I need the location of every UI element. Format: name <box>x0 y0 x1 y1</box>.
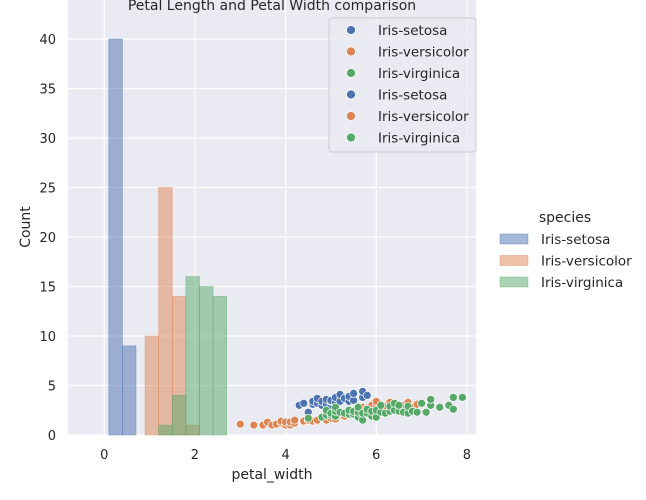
inner-legend-frame <box>328 17 477 153</box>
y-tick-labels: 0 5 10 15 20 25 30 35 40 <box>39 33 56 444</box>
scatter-point <box>426 395 436 404</box>
inner-legend-marker <box>346 46 356 57</box>
chart-title: Petal Length and Petal Width comparison <box>128 0 416 14</box>
y-axis-label: Count <box>18 206 34 248</box>
outer-legend-label: Iris-virginica <box>541 275 623 291</box>
histogram-bar <box>122 345 137 436</box>
scatter-point <box>376 400 386 410</box>
histogram-bar <box>199 286 214 436</box>
scatter-point <box>412 407 422 417</box>
y-tick-label: 25 <box>39 182 56 197</box>
scatter-point <box>235 419 245 429</box>
scatter-point <box>362 391 372 400</box>
scatter-point <box>394 400 404 410</box>
histogram-bar <box>158 187 173 436</box>
y-tick-label: 40 <box>39 33 56 48</box>
scatter-point <box>303 413 313 423</box>
outer-legend-label: Iris-versicolor <box>541 254 632 270</box>
histogram-bar <box>144 335 159 436</box>
outer-legend-swatch <box>499 276 529 288</box>
inner-legend-label: Iris-versicolor <box>378 109 469 125</box>
outer-legend-label: Iris-setosa <box>541 232 610 248</box>
inner-legend-label: Iris-virginica <box>378 131 460 147</box>
scatter-point <box>290 415 300 425</box>
scatter-points <box>235 387 467 430</box>
scatter-point <box>458 393 467 402</box>
histogram-bar <box>212 296 227 436</box>
inner-legend-marker <box>346 111 356 121</box>
inner-legend: Iris-setosa Iris-versicolor Iris-virginica… <box>328 17 477 153</box>
scatter-point <box>353 402 363 412</box>
histogram-bar <box>158 424 173 436</box>
inner-legend-marker <box>346 68 356 78</box>
scatter-point <box>435 402 445 412</box>
y-tick-label: 15 <box>39 281 56 296</box>
y-tick-label: 30 <box>39 132 56 147</box>
scatter-point <box>417 398 426 408</box>
x-tick-label: 2 <box>191 448 199 463</box>
scatter-point <box>421 407 431 417</box>
outer-legend: species Iris-setosa Iris-versicolor Iris-v… <box>499 210 632 291</box>
y-tick-label: 5 <box>48 380 56 395</box>
histogram-bar <box>108 38 123 436</box>
x-tick-labels: 0 2 4 6 8 <box>100 448 471 463</box>
inner-legend-label: Iris-versicolor <box>378 45 469 61</box>
y-tick-label: 0 <box>48 429 56 444</box>
scatter-point <box>249 420 259 430</box>
scatter-point <box>349 389 358 398</box>
y-tick-label: 35 <box>39 83 56 98</box>
x-tick-label: 8 <box>463 448 471 463</box>
x-tick-label: 0 <box>100 448 108 463</box>
y-tick-label: 10 <box>39 330 56 345</box>
outer-legend-swatch <box>499 255 529 266</box>
scatter-point <box>448 404 458 414</box>
histogram-bar <box>171 395 187 436</box>
scatter-point <box>299 398 309 408</box>
histogram-bar <box>185 276 200 436</box>
x-tick-label: 6 <box>372 448 380 463</box>
inner-legend-marker <box>346 132 356 143</box>
x-tick-label: 4 <box>281 448 289 463</box>
scatter-point <box>448 393 458 402</box>
inner-legend-label: Iris-virginica <box>378 66 460 82</box>
inner-legend-label: Iris-setosa <box>378 23 447 39</box>
x-axis-label: petal_width <box>231 467 312 483</box>
histogram-bars <box>108 38 227 436</box>
outer-legend-title: species <box>539 210 591 226</box>
outer-legend-swatch <box>499 233 529 245</box>
inner-legend-marker <box>346 89 356 100</box>
inner-legend-label: Iris-setosa <box>378 88 447 104</box>
y-tick-label: 20 <box>39 231 56 246</box>
inner-legend-marker <box>346 25 356 35</box>
